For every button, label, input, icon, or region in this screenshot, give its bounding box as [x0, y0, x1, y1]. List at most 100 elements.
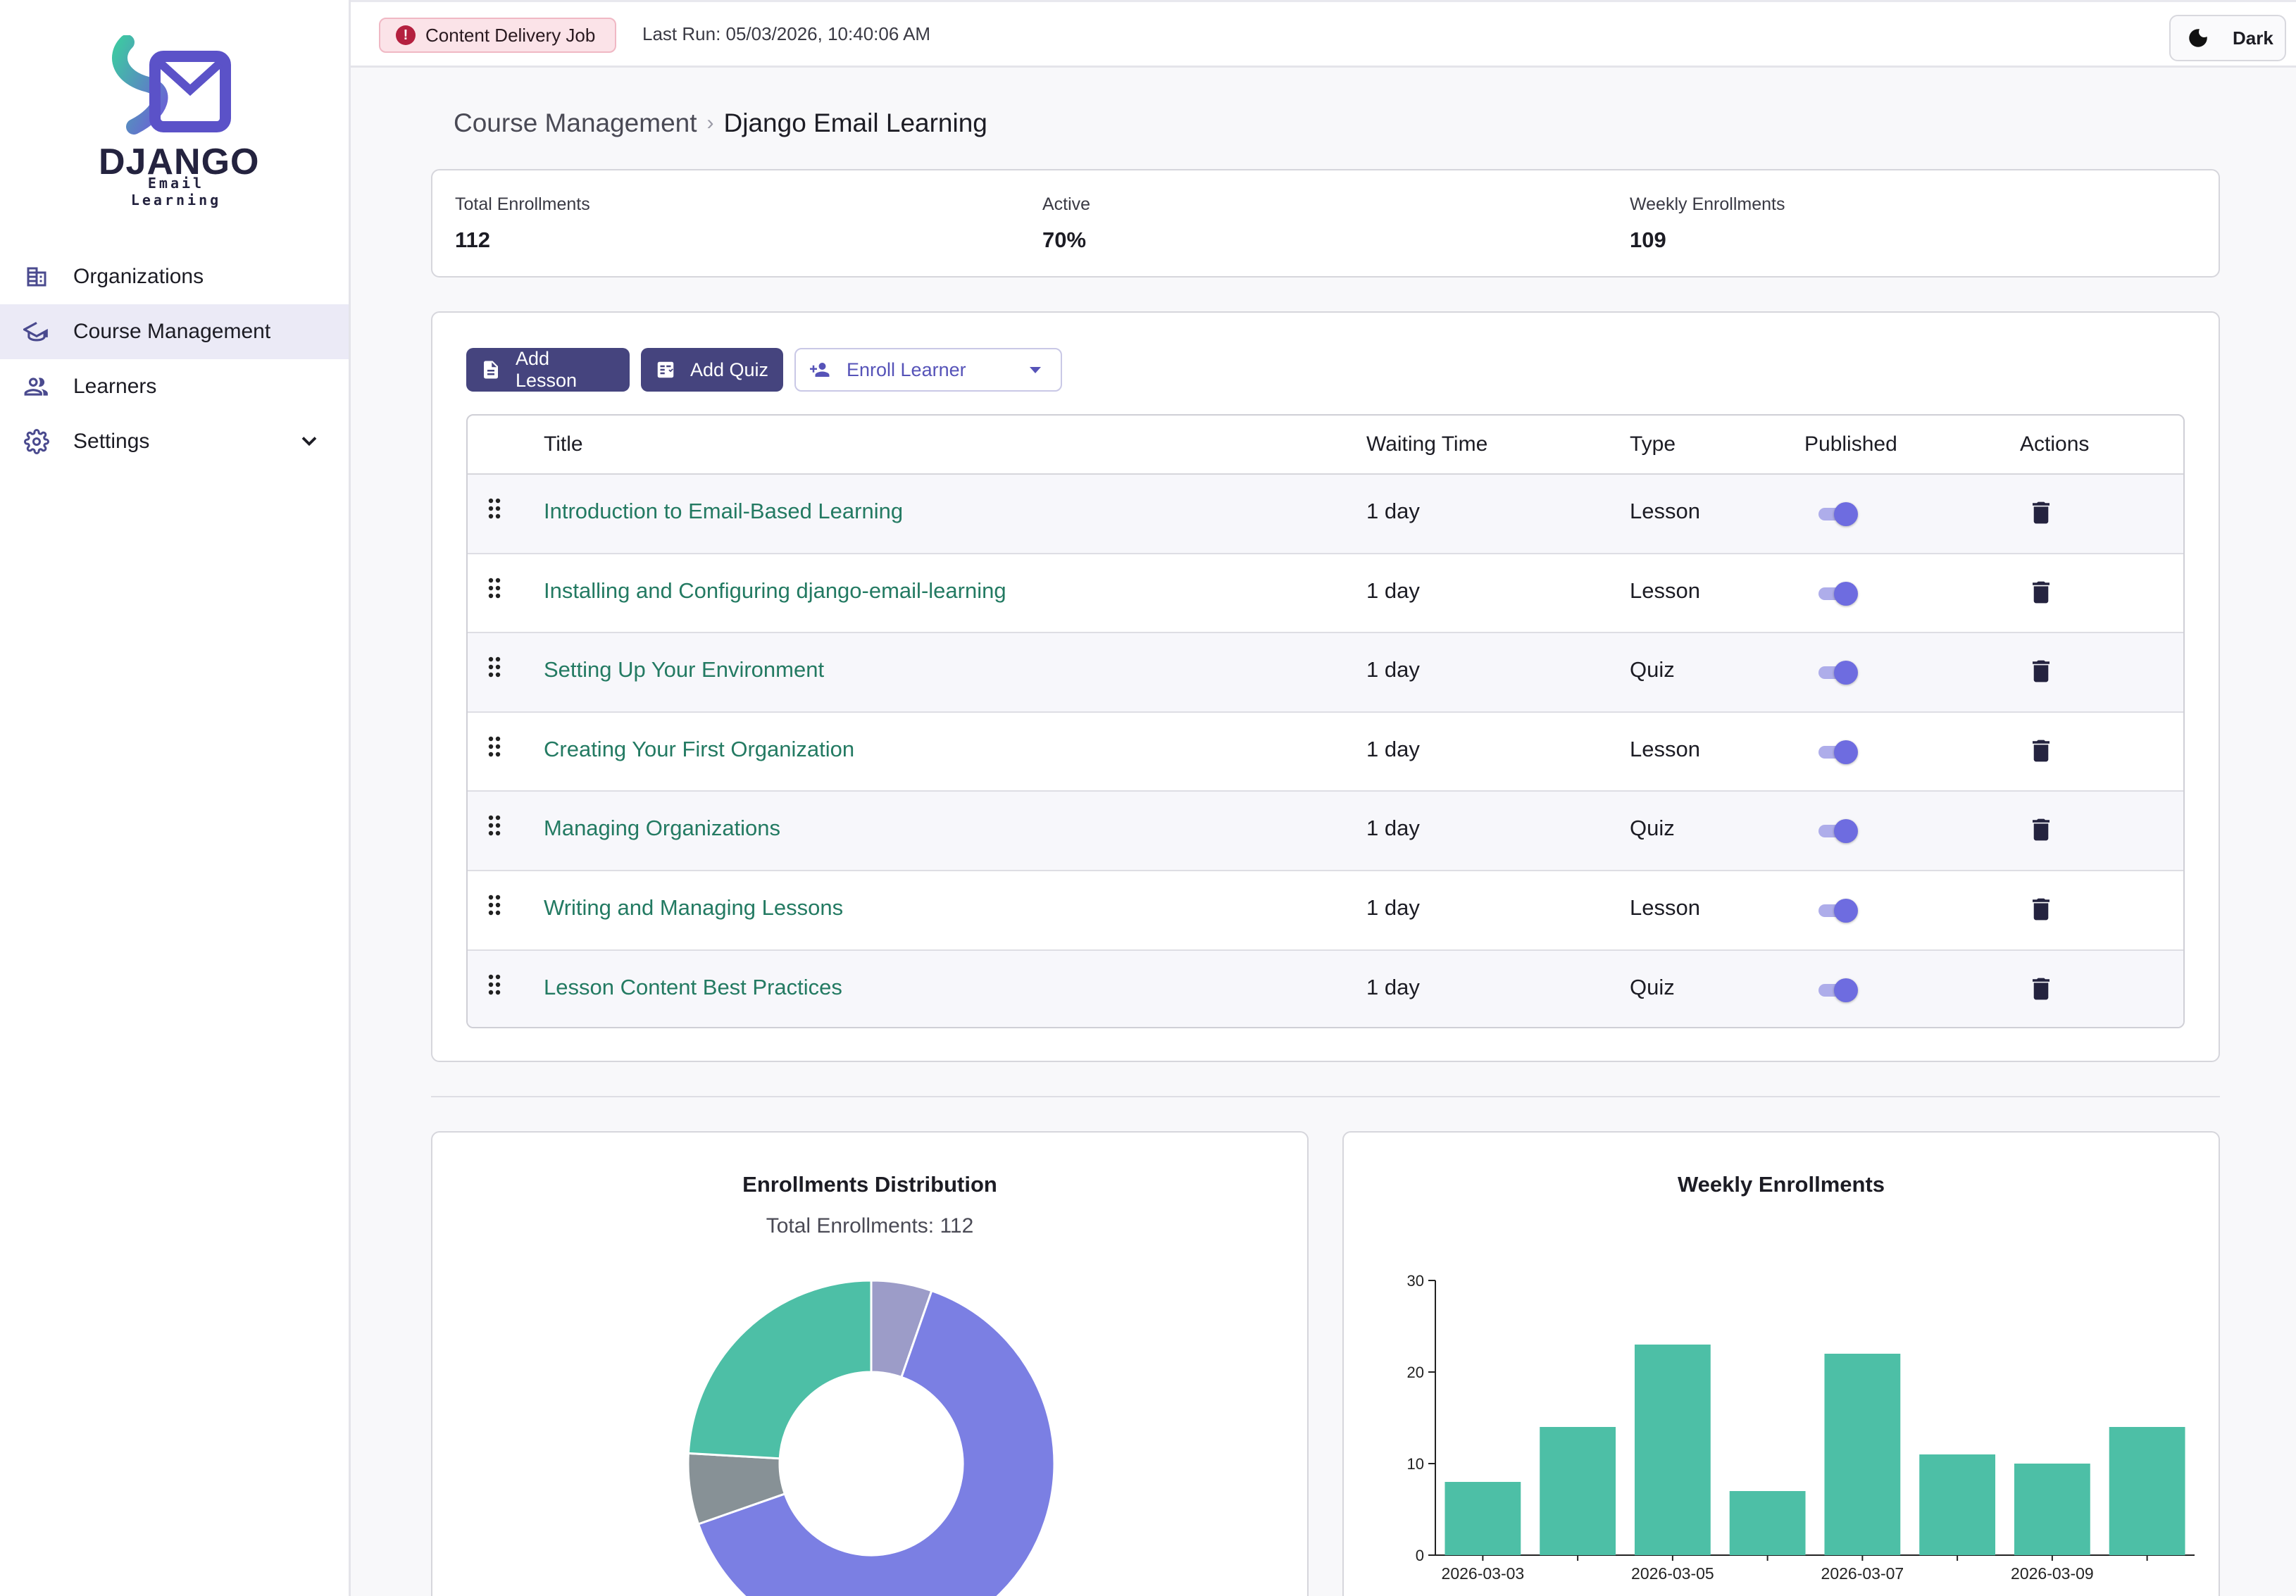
lesson-title-link[interactable]: Writing and Managing Lessons	[544, 894, 844, 920]
sidebar-item-organizations[interactable]: Organizations	[0, 249, 349, 304]
gear-icon	[23, 428, 51, 456]
drag-handle-icon[interactable]	[487, 814, 501, 837]
content-type: Lesson	[1630, 736, 1700, 761]
bar[interactable]	[2014, 1464, 2090, 1555]
pie-slice[interactable]	[687, 1279, 873, 1460]
column-header-title[interactable]: Title	[544, 432, 583, 456]
pie-slice[interactable]	[697, 1289, 1056, 1596]
drag-handle-icon[interactable]	[487, 656, 501, 678]
bar[interactable]	[1824, 1354, 1901, 1555]
table-header: Title Waiting Time Type Published Action…	[468, 416, 2183, 475]
sidebar-item-label: Organizations	[73, 265, 204, 288]
column-header-waiting-time[interactable]: Waiting Time	[1366, 432, 1488, 456]
theme-toggle-button[interactable]: Dark	[2169, 15, 2286, 61]
breadcrumb: Course Management › Django Email Learnin…	[454, 108, 987, 138]
waiting-time: 1 day	[1366, 974, 1420, 999]
sidebar: DJANGO Email Learning Organizations Cour…	[0, 0, 351, 1596]
table-row: Installing and Configuring django-email-…	[468, 554, 2183, 634]
chart-title: Enrollments Distribution	[742, 1172, 997, 1197]
lesson-title-link[interactable]: Setting Up Your Environment	[544, 657, 825, 682]
job-status-badge[interactable]: ! Content Delivery Job	[379, 18, 617, 53]
brand-logo: DJANGO Email Learning	[99, 35, 260, 208]
people-icon	[23, 373, 51, 401]
column-header-published[interactable]: Published	[1804, 432, 1897, 456]
sidebar-item-learners[interactable]: Learners	[0, 359, 349, 414]
drag-handle-icon[interactable]	[487, 973, 501, 996]
breadcrumb-current: Django Email Learning	[723, 108, 987, 137]
building-icon	[23, 263, 51, 291]
lesson-title-link[interactable]: Lesson Content Best Practices	[544, 974, 842, 999]
alert-icon: !	[396, 25, 416, 45]
delete-icon[interactable]	[2033, 818, 2049, 841]
stat-value: 70%	[1042, 227, 1087, 252]
table-row: Writing and Managing Lessons 1 day Lesson	[468, 871, 2183, 951]
breadcrumb-parent[interactable]: Course Management	[454, 108, 697, 137]
delete-icon[interactable]	[2033, 660, 2049, 682]
published-toggle[interactable]	[1817, 502, 1861, 526]
drag-handle-icon[interactable]	[487, 735, 501, 758]
lessons-table: Title Waiting Time Type Published Action…	[466, 414, 2185, 1028]
waiting-time: 1 day	[1366, 657, 1420, 682]
lesson-title-link[interactable]: Managing Organizations	[544, 816, 781, 841]
published-toggle[interactable]	[1817, 819, 1861, 844]
person-add-icon	[807, 359, 834, 380]
drag-handle-icon[interactable]	[487, 497, 501, 520]
published-toggle[interactable]	[1817, 740, 1861, 764]
add-quiz-label: Add Quiz	[690, 359, 769, 380]
add-quiz-button[interactable]: Add Quiz	[641, 348, 783, 392]
enrollments-donut-chart	[687, 1279, 1056, 1596]
published-toggle[interactable]	[1817, 978, 1861, 1002]
lesson-title-link[interactable]: Introduction to Email-Based Learning	[544, 499, 904, 523]
delete-icon[interactable]	[2033, 898, 2049, 921]
table-row: Lesson Content Best Practices 1 day Quiz	[468, 950, 2183, 1027]
bar[interactable]	[1540, 1427, 1616, 1555]
y-tick-label: 20	[1407, 1364, 1424, 1381]
table-row: Introduction to Email-Based Learning 1 da…	[468, 475, 2183, 554]
published-toggle[interactable]	[1817, 661, 1861, 685]
enroll-learner-dropdown[interactable]: Enroll Learner	[794, 348, 1062, 392]
delete-icon[interactable]	[2033, 978, 2049, 1000]
enrollments-distribution-card: Enrollments Distribution Total Enrollmen…	[431, 1131, 1309, 1596]
delete-icon[interactable]	[2033, 581, 2049, 604]
lesson-title-link[interactable]: Installing and Configuring django-email-…	[544, 578, 1006, 603]
table-body: Introduction to Email-Based Learning 1 da…	[468, 475, 2183, 1027]
x-tick-label: 2026-03-03	[1442, 1564, 1525, 1583]
waiting-time: 1 day	[1366, 894, 1420, 920]
sidebar-nav: Organizations Course Management Learners…	[0, 249, 349, 469]
bar[interactable]	[1729, 1491, 1806, 1555]
caret-down-icon	[1030, 367, 1041, 373]
sidebar-item-label: Learners	[73, 375, 157, 398]
drag-handle-icon[interactable]	[487, 577, 501, 599]
job-label: Content Delivery Job	[425, 24, 596, 46]
drag-handle-icon[interactable]	[487, 894, 501, 916]
enroll-learner-label: Enroll Learner	[847, 359, 966, 380]
sidebar-item-course-management[interactable]: Course Management	[0, 304, 349, 359]
published-toggle[interactable]	[1817, 898, 1861, 923]
published-toggle[interactable]	[1817, 581, 1861, 606]
theme-label: Dark	[2233, 27, 2273, 49]
add-lesson-button[interactable]: Add Lesson	[466, 348, 630, 392]
waiting-time: 1 day	[1366, 736, 1420, 761]
weekly-enrollments-bar-chart: 0 10 20 30 2026-03-03 2026-03-05 2026-03-07 202…	[1407, 1272, 2195, 1583]
stat-active: Active 70%	[1042, 194, 1090, 253]
waiting-time: 1 day	[1366, 578, 1420, 603]
chevron-down-icon[interactable]	[297, 428, 322, 459]
sidebar-item-settings[interactable]: Settings	[0, 414, 349, 469]
bar[interactable]	[1445, 1482, 1521, 1555]
table-row: Setting Up Your Environment 1 day Quiz	[468, 633, 2183, 713]
bar[interactable]	[1634, 1345, 1711, 1555]
x-tick-label: 2026-03-05	[1631, 1564, 1714, 1583]
stat-value: 112	[455, 227, 491, 252]
sidebar-item-label: Settings	[73, 430, 150, 453]
content-type: Lesson	[1630, 894, 1700, 920]
column-header-type[interactable]: Type	[1630, 432, 1676, 456]
delete-icon[interactable]	[2033, 501, 2049, 524]
brand-name: DJANGO	[99, 142, 260, 182]
bar[interactable]	[2109, 1427, 2185, 1555]
section-divider	[431, 1096, 2220, 1097]
bar[interactable]	[1919, 1454, 1996, 1555]
quiz-icon	[655, 359, 676, 380]
content-type: Quiz	[1630, 974, 1675, 999]
lesson-title-link[interactable]: Creating Your First Organization	[544, 736, 855, 761]
delete-icon[interactable]	[2033, 740, 2049, 762]
